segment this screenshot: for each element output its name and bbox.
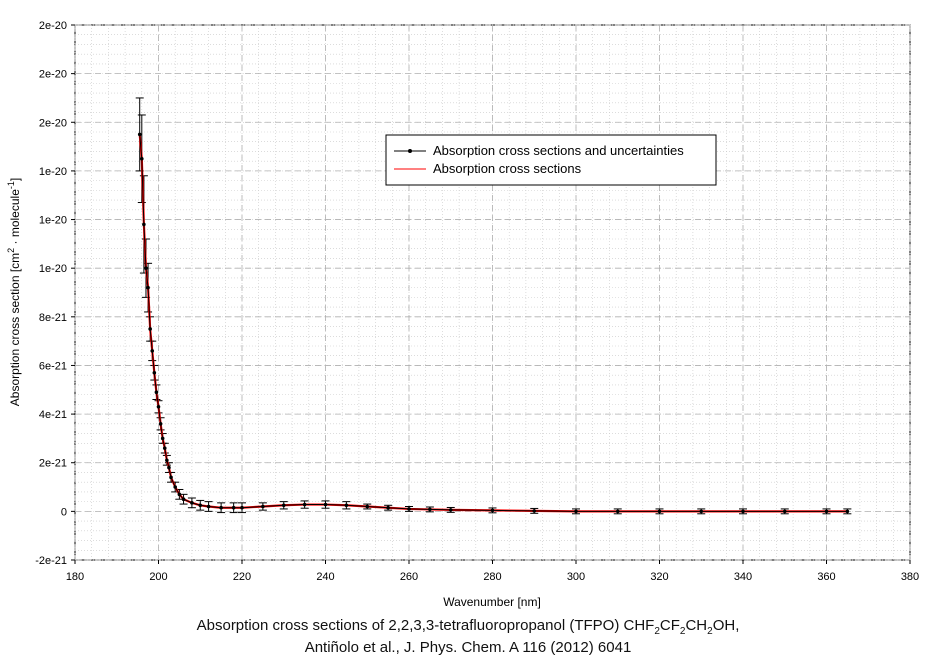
data-point (365, 504, 370, 509)
data-point (344, 503, 349, 508)
x-tick-label: 360 (817, 571, 835, 583)
x-tick-label: 220 (233, 571, 251, 583)
x-tick-label: 320 (650, 571, 668, 583)
legend-marker-uncertainties (408, 149, 412, 153)
x-tick-label: 340 (734, 571, 752, 583)
data-point (160, 436, 165, 441)
data-point (152, 370, 157, 375)
y-axis-label-exp1: 2 (6, 248, 16, 253)
data-point (169, 475, 173, 480)
y-tick-label: 2e-20 (39, 69, 67, 81)
series-absorption-with-uncertainties (137, 132, 850, 514)
data-point (824, 509, 829, 514)
data-point (428, 507, 432, 512)
data-point (741, 509, 745, 514)
data-point (206, 504, 211, 509)
y-tick-label: -2e-21 (35, 555, 67, 567)
data-point (137, 132, 142, 137)
y-tick-label: 2e-21 (39, 458, 67, 470)
data-point (181, 497, 186, 502)
y-axis-label-main: Absorption cross section [cm (8, 253, 22, 406)
caption-line-2: Antiñolo et al., J. Phys. Chem. A 116 (2… (304, 639, 632, 656)
x-tick-label: 180 (66, 571, 84, 583)
caption-sub-2: 2 (679, 626, 686, 637)
legend: Absorption cross sections and uncertaint… (385, 134, 717, 186)
data-point (532, 509, 537, 513)
data-point (615, 509, 620, 514)
data-point (699, 509, 704, 514)
y-axis-label: Absorption cross section [cm2 · molecule… (6, 178, 22, 406)
x-tick-label: 200 (149, 571, 167, 583)
y-tick-label: 2e-20 (39, 117, 67, 129)
data-point (154, 390, 159, 395)
y-axis-label-mid: · molecule (8, 189, 22, 248)
data-point (173, 485, 177, 489)
y-tick-label: 0 (61, 506, 67, 518)
data-point (158, 422, 163, 426)
data-point (144, 266, 148, 270)
data-point (407, 507, 411, 511)
legend-label-cross-sections: Absorption cross sections (433, 161, 582, 176)
x-axis-label: Wavenumber [nm] (443, 595, 541, 609)
caption-line-1: Absorption cross sections of 2,2,3,3-tet… (0, 617, 936, 637)
data-point (231, 505, 236, 510)
y-tick-label: 4e-21 (39, 409, 67, 421)
caption-text-c: CH (685, 617, 708, 634)
data-point (148, 327, 152, 331)
caption-text-b: CF (659, 617, 680, 634)
data-point (845, 509, 850, 514)
data-point (140, 156, 144, 161)
x-tick-label: 280 (483, 571, 501, 583)
y-axis-label-exp2: -1 (6, 181, 16, 189)
data-point (167, 465, 171, 470)
y-tick-label: 8e-21 (39, 312, 67, 324)
data-point (177, 492, 182, 497)
legend-label-uncertainties: Absorption cross sections and uncertaint… (433, 143, 684, 158)
data-point (142, 222, 146, 227)
data-point (156, 404, 161, 409)
x-axis-ticks: 180 200 220 240 260 280 300 320 340 360 380 (66, 560, 919, 583)
y-axis-label-end: ] (8, 178, 22, 181)
y-tick-label: 1e-20 (39, 215, 67, 227)
x-tick-label: 380 (901, 571, 919, 583)
major-gridlines (74, 24, 911, 561)
x-tick-label: 300 (567, 571, 585, 583)
y-tick-label: 1e-20 (39, 263, 67, 275)
data-point (198, 503, 203, 508)
y-tick-label: 2e-20 (39, 20, 67, 32)
caption-sub-3: 2 (707, 626, 713, 637)
y-tick-label: 6e-21 (39, 360, 67, 372)
data-point (146, 285, 150, 290)
x-tick-label: 260 (400, 571, 418, 583)
data-point (190, 501, 194, 505)
data-point (219, 505, 223, 510)
y-tick-label: 1e-20 (39, 166, 67, 178)
data-point (281, 503, 286, 508)
caption-text-d: OH, (712, 617, 740, 634)
x-tick-label: 240 (316, 571, 334, 583)
caption-sub-1: 2 (654, 626, 660, 637)
data-point (657, 509, 662, 514)
legend-box (385, 134, 717, 186)
data-point (165, 458, 169, 463)
data-point (302, 502, 307, 507)
data-point (448, 508, 453, 512)
data-point (150, 349, 155, 353)
data-point (490, 508, 495, 513)
data-point (574, 509, 578, 514)
data-point (782, 509, 787, 514)
data-point (261, 504, 265, 509)
data-point (240, 505, 244, 510)
data-point (162, 446, 167, 450)
data-point (386, 505, 390, 510)
caption-text-a: Absorption cross sections of 2,2,3,3-tet… (196, 617, 655, 634)
y-axis-ticks: -2e-21 0 2e-21 4e-21 6e-21 8e-21 1e-20 1e-20 1e-… (35, 20, 75, 567)
data-point (323, 502, 328, 507)
